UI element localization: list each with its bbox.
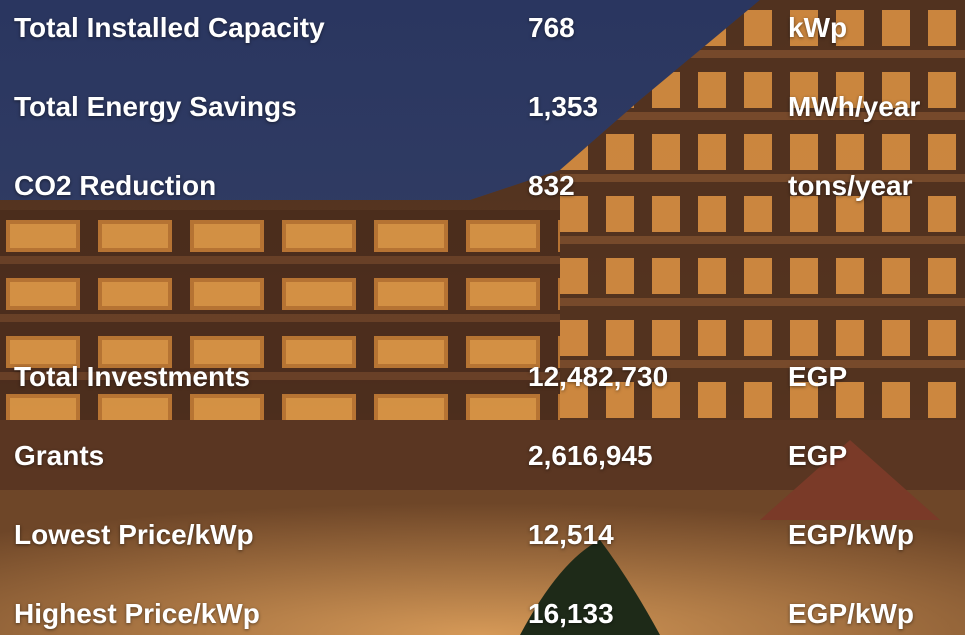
stat-unit: MWh/year [788, 91, 921, 122]
stat-value: 1,353 [528, 91, 599, 122]
stat-value: 12,514 [528, 519, 614, 550]
stat-label: Highest Price/kWp [14, 598, 260, 629]
stat-value: 12,482,730 [528, 361, 669, 392]
stat-unit: kWp [788, 12, 848, 43]
stat-label: Lowest Price/kWp [14, 519, 254, 550]
stat-label: CO2 Reduction [14, 170, 217, 201]
stat-label: Total Installed Capacity [14, 12, 325, 43]
stat-value: 768 [528, 12, 575, 43]
stat-label: Total Energy Savings [14, 91, 297, 122]
stat-value: 832 [528, 170, 575, 201]
stat-value: 16,133 [528, 598, 614, 629]
stat-unit: EGP/kWp [788, 598, 915, 629]
stat-label: Grants [14, 440, 105, 471]
stat-label: Total Investments [14, 361, 250, 392]
stat-unit: EGP/kWp [788, 519, 915, 550]
stat-unit: EGP [788, 440, 848, 471]
stat-unit: tons/year [788, 170, 913, 201]
stat-unit: EGP [788, 361, 848, 392]
stat-value: 2,616,945 [528, 440, 653, 471]
